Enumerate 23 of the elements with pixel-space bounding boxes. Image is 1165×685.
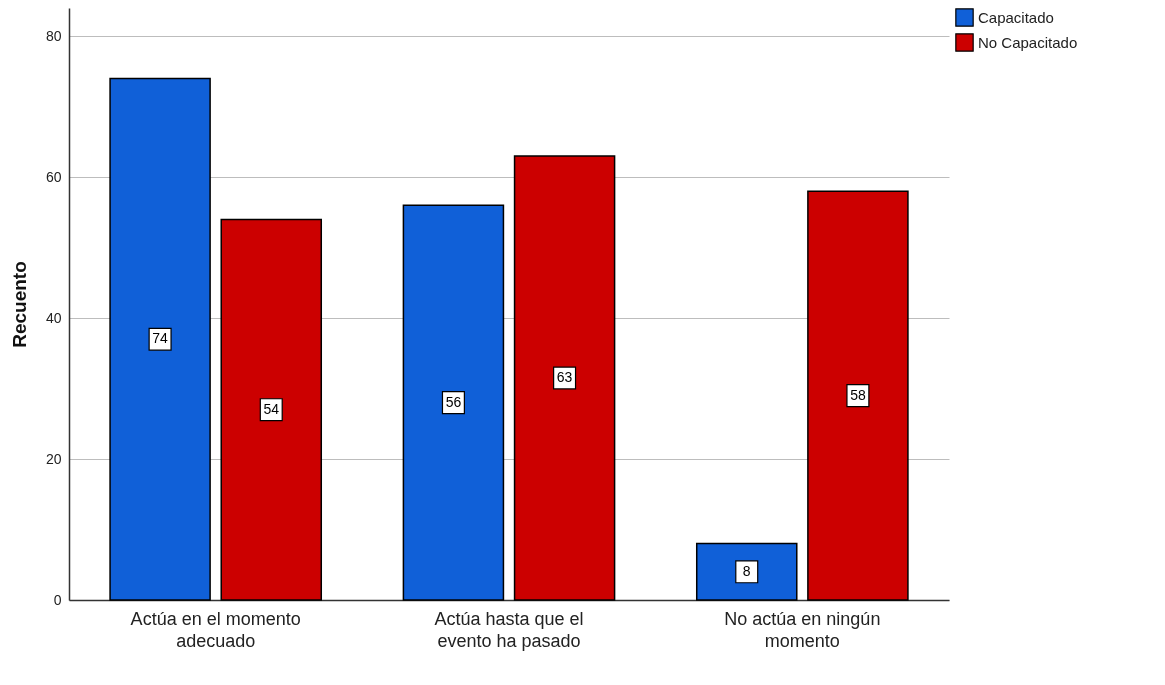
bar <box>109 77 211 601</box>
bar <box>402 204 505 601</box>
data-label: 56 <box>445 393 462 410</box>
y-tick-label: 80 <box>45 27 62 44</box>
bar <box>513 155 616 601</box>
data-label: 58 <box>850 386 866 403</box>
y-tick-label: 0 <box>53 591 62 608</box>
y-tick-label: 20 <box>45 450 62 467</box>
bar <box>695 542 798 601</box>
data-label: 63 <box>556 369 573 385</box>
y-tick-label: 40 <box>45 309 62 326</box>
bar <box>220 218 323 601</box>
y-tick-label: 60 <box>45 168 62 185</box>
data-label: 8 <box>742 562 751 579</box>
x-tick-label: No actúa en ningún momento <box>724 608 881 651</box>
data-label: 54 <box>263 400 280 417</box>
legend-label: Capacitado <box>978 8 1054 26</box>
y-axis-title: Recuento <box>8 261 30 348</box>
data-label: 74 <box>152 330 169 347</box>
x-tick-label: Actúa en el momento adecuado <box>130 608 301 651</box>
x-tick-label: Actúa hasta que el evento ha pasado <box>434 608 584 651</box>
legend-label: No Capacitado <box>978 33 1078 51</box>
bar <box>807 190 909 601</box>
